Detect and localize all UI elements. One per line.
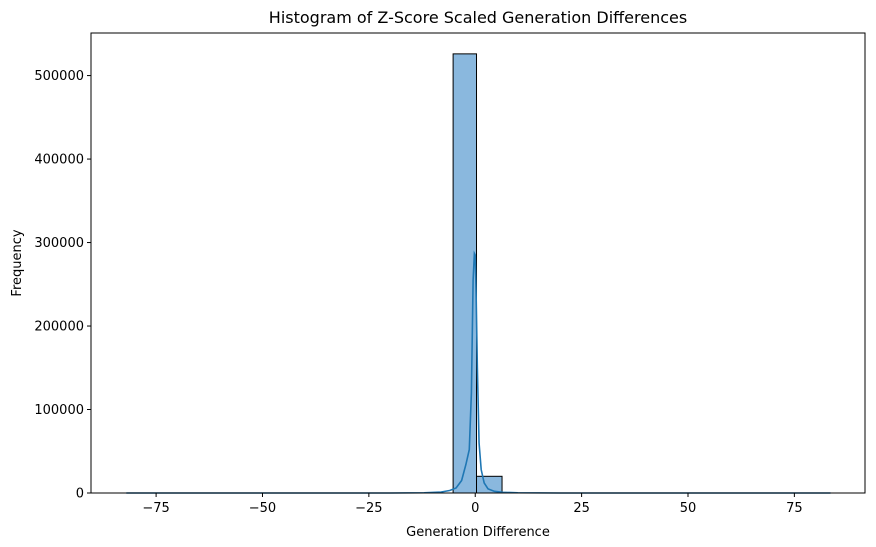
plot-frame xyxy=(90,32,866,494)
histogram-bars xyxy=(452,53,503,494)
x-tick-label: 0 xyxy=(471,501,479,516)
y-tick-label: 400000 xyxy=(34,153,84,168)
x-axis-label: Generation Difference xyxy=(406,525,550,540)
x-tick-label: 50 xyxy=(680,501,697,516)
chart-title: Histogram of Z-Score Scaled Generation D… xyxy=(269,8,687,27)
x-axis-ticks: −75 −50 −25 0 25 50 75 xyxy=(142,493,803,516)
y-tick-label: 100000 xyxy=(34,403,84,418)
y-tick-label: 500000 xyxy=(34,69,84,84)
x-tick-label: 25 xyxy=(573,501,590,516)
x-tick-label: −75 xyxy=(142,501,169,516)
y-axis-label: Frequency xyxy=(10,229,25,296)
x-tick-label: 75 xyxy=(786,501,803,516)
y-tick-label: 200000 xyxy=(34,320,84,335)
y-tick-label: 0 xyxy=(76,487,84,502)
kde-curve xyxy=(126,250,831,494)
x-tick-label: −50 xyxy=(249,501,276,516)
y-axis-ticks: 0 100000 200000 300000 400000 500000 xyxy=(34,69,91,502)
x-tick-label: −25 xyxy=(355,501,382,516)
histogram-bar xyxy=(476,475,503,494)
plot-area xyxy=(90,32,866,494)
y-tick-label: 300000 xyxy=(34,236,84,251)
